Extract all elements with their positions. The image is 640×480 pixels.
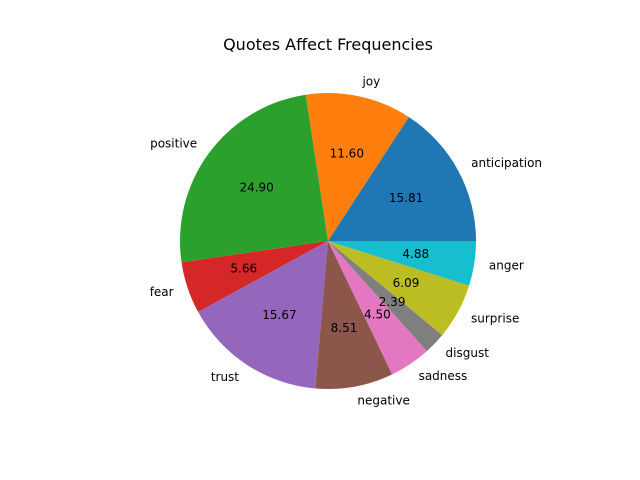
slice-value-trust: 15.67 (262, 308, 296, 322)
slice-value-anger: 4.88 (402, 247, 429, 261)
pie-slice-anticipation (328, 117, 476, 241)
slice-value-positive: 24.90 (239, 181, 273, 195)
slice-value-anticipation: 15.81 (389, 191, 423, 205)
slice-value-joy: 11.60 (330, 147, 364, 161)
slice-label-anticipation: anticipation (471, 156, 542, 170)
slice-value-disgust: 2.39 (379, 295, 406, 309)
pie-slices (180, 92, 476, 389)
pie-slice-negative (315, 241, 393, 389)
slice-value-negative: 8.51 (331, 321, 358, 335)
slice-value-fear: 5.66 (230, 262, 257, 276)
slice-value-surprise: 6.09 (393, 276, 420, 290)
slice-label-disgust: disgust (446, 346, 490, 360)
chart-title: Quotes Affect Frequencies (223, 35, 433, 54)
slice-label-joy: joy (361, 74, 380, 88)
pie-slice-sadness (328, 241, 427, 375)
pie-slice-fear (181, 241, 328, 313)
pie-slice-joy (305, 92, 409, 241)
slice-label-trust: trust (211, 370, 239, 384)
slice-label-sadness: sadness (419, 369, 468, 383)
pie-slice-surprise (328, 241, 470, 336)
pie-labels: anticipation joy positive fear trust negative… (150, 74, 542, 407)
pie-slice-positive (180, 94, 328, 263)
slice-label-surprise: surprise (471, 311, 519, 325)
slice-label-positive: positive (150, 137, 197, 151)
pie-slice-disgust (328, 241, 443, 352)
pie-slice-anger (328, 241, 476, 286)
pie-slice-trust (198, 241, 328, 389)
pie-value-labels: 15.81 11.60 24.90 5.66 15.67 8.51 4.502.39 6.09… (230, 147, 429, 335)
slice-label-fear: fear (150, 285, 174, 299)
slice-value-sadness: 4.50 (364, 307, 391, 321)
slice-label-negative: negative (357, 394, 409, 408)
slice-label-anger: anger (489, 258, 524, 272)
